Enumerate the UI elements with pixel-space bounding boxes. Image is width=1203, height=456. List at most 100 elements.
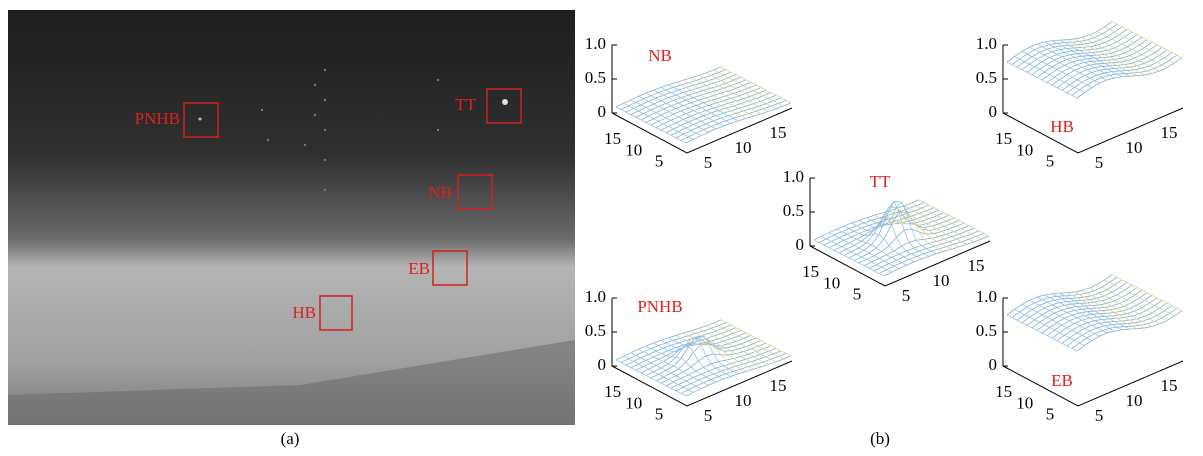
mesh-line (828, 232, 900, 270)
mesh-line (1021, 304, 1093, 341)
mesh-line (1051, 293, 1123, 331)
floor-axis (611, 107, 793, 154)
z-tick-label: 1.0 (585, 34, 606, 53)
left-tick-label: 10 (823, 273, 840, 292)
mesh-line (1029, 299, 1100, 337)
mesh-line (675, 335, 747, 372)
mesh-line (1006, 314, 1078, 352)
surface-mesh (813, 199, 990, 277)
region-label: PNHB (135, 109, 180, 128)
region-label: NB (428, 183, 452, 202)
floor-axis (611, 360, 793, 407)
mesh-line (650, 84, 757, 126)
mesh-line (851, 215, 922, 260)
mesh-line (813, 239, 885, 277)
mesh-line (836, 228, 907, 266)
mesh-line (675, 350, 782, 392)
left-tick-label: 15 (604, 382, 621, 401)
region-boxes (183, 88, 522, 331)
mesh-line (720, 319, 792, 357)
mesh-line (911, 202, 982, 240)
mesh-line (713, 322, 784, 360)
mesh-line (1074, 38, 1145, 76)
left-tick-label: 15 (802, 262, 819, 281)
z-tick-label: 0 (989, 355, 998, 374)
mesh-line (675, 82, 747, 119)
mesh-line (1006, 61, 1078, 99)
right-tick-label: 15 (1161, 123, 1178, 142)
z-tick-label: 0.5 (976, 68, 997, 87)
mesh-line (881, 212, 952, 250)
surface-mesh (1006, 21, 1183, 99)
mesh-line (630, 74, 737, 116)
surface-mesh (615, 319, 792, 397)
mesh-line (645, 81, 752, 123)
mesh-line (645, 345, 717, 383)
mesh-line (705, 325, 777, 363)
mesh-line (823, 204, 930, 246)
floor-axis (1002, 107, 1184, 154)
z-tick-label: 0.5 (976, 321, 997, 340)
right-tick-label: 5 (902, 286, 911, 305)
mesh-line (625, 71, 732, 113)
mesh-line (1081, 37, 1153, 74)
floor-axis (809, 240, 991, 287)
mesh-line (670, 94, 777, 136)
mesh-line (660, 89, 767, 131)
mesh-line (1029, 46, 1100, 84)
right-tick-label: 5 (704, 153, 713, 172)
mesh-line (668, 335, 739, 375)
left-tick-label: 5 (853, 285, 862, 304)
mesh-line (655, 87, 762, 128)
mesh-line (623, 102, 694, 140)
mesh-line (698, 75, 769, 112)
mesh-line (903, 205, 975, 243)
mesh-line (690, 330, 762, 368)
z-tick-label: 0 (796, 235, 805, 254)
mesh-line (1104, 279, 1175, 317)
left-tick-label: 5 (1046, 152, 1055, 171)
mesh-line (653, 89, 724, 127)
mesh-line (1059, 292, 1130, 330)
caption: (b) (870, 429, 890, 448)
mesh-line (645, 92, 717, 130)
mesh-line (670, 347, 777, 389)
mesh-line (918, 199, 990, 237)
mesh-line (635, 76, 742, 118)
region-label: EB (408, 259, 430, 278)
mesh-line (620, 69, 727, 110)
right-tick-label: 15 (770, 376, 787, 395)
mesh-line (1036, 296, 1108, 334)
left-tick-label: 15 (604, 129, 621, 148)
surface-mesh (615, 66, 792, 144)
z-tick-label: 1.0 (585, 287, 606, 306)
right-tick-label: 15 (770, 123, 787, 142)
mesh-line (1089, 287, 1160, 325)
mesh-line (690, 77, 762, 115)
mesh-line (615, 106, 687, 144)
mesh-line (1096, 31, 1168, 68)
mesh-line (1044, 294, 1115, 332)
mesh-line (653, 342, 724, 380)
mesh-line (858, 200, 930, 257)
mesh-line (1074, 291, 1145, 329)
left-tick-label: 10 (1016, 140, 1033, 159)
left-tick-label: 10 (1016, 393, 1033, 412)
mesh-line (868, 227, 975, 269)
left-tick-label: 5 (655, 405, 664, 424)
surface-mesh (1006, 274, 1183, 352)
mesh-line (675, 97, 782, 139)
mesh-line (866, 201, 937, 255)
mesh-line (705, 72, 777, 110)
plot-title: TT (870, 172, 891, 191)
mesh-line (873, 230, 980, 272)
mesh-line (630, 99, 702, 137)
z-tick-label: 0 (989, 102, 998, 121)
mesh-line (1014, 309, 1085, 346)
mesh-line (896, 208, 967, 245)
caption: (a) (281, 429, 300, 448)
z-tick-label: 0.5 (783, 201, 804, 220)
plot-title: EB (1051, 371, 1073, 390)
